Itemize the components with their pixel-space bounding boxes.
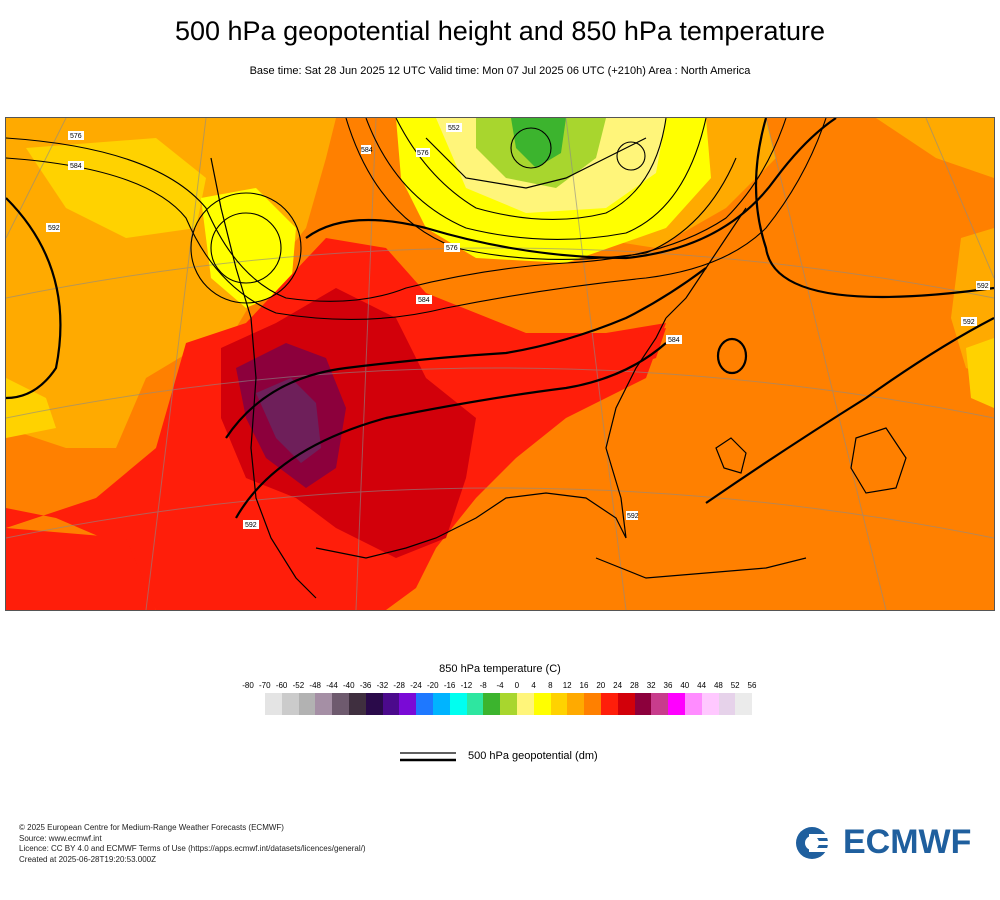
legend-tick-label: -28 [393, 681, 405, 690]
map-canvas: 576 584 592 584 576 552 584 592 592 592 … [6, 118, 994, 610]
legend-tick-label: 12 [562, 681, 572, 690]
chart-title: 500 hPa geopotential height and 850 hPa … [174, 16, 825, 46]
contour-label: 592 [245, 522, 257, 529]
legend-tick-label: -48 [309, 681, 321, 690]
legend-tick-label: -80 [242, 681, 254, 690]
legend-tick-label: -40 [343, 681, 355, 690]
contour-label: 592 [627, 513, 639, 520]
legend-color-swatch [382, 693, 400, 715]
contour-label: 584 [361, 147, 373, 154]
graticule [6, 118, 994, 610]
contour-label: 576 [446, 245, 458, 252]
contour-label: 576 [417, 150, 429, 157]
legend-color-swatch [701, 693, 719, 715]
legend-tick-label: -44 [326, 681, 338, 690]
legend-color-swatch [600, 693, 618, 715]
legend-color-swatch [550, 693, 568, 715]
legend-tick-label: 36 [663, 681, 673, 690]
legend-color-swatch [416, 693, 433, 715]
legend-tick-label: -20 [427, 681, 439, 690]
legend-color-swatch [634, 693, 652, 715]
legend-tick-labels: -80 -70 -60 -52 -48 -44 -40 -36 -32 -28 -24 -20 -16-… [0, 681, 1000, 693]
legend-color-swatch [483, 693, 501, 715]
legend-color-swatch [617, 693, 635, 715]
legend-color-swatch [432, 693, 450, 715]
geopotential-contours-thick [6, 118, 994, 519]
legend-tick-label: -8 [479, 681, 487, 690]
geopotential-contours [6, 118, 827, 320]
legend-color-swatch [567, 693, 585, 715]
contour-label: 584 [418, 297, 430, 304]
legend-color-swatch [265, 693, 282, 715]
credit-line: © 2025 European Centre for Medium-Range … [19, 823, 284, 832]
contour-label: 552 [448, 125, 460, 132]
ecmwf-logo-icon [796, 827, 839, 859]
legend-color-swatch [684, 693, 702, 715]
legend-color-swatch [298, 693, 316, 715]
contour-label: 576 [70, 133, 82, 140]
legend-title: 850 hPa temperature (C) [439, 663, 561, 675]
legend-color-swatch [718, 693, 736, 715]
ecmwf-logo-text: ECMWF [843, 823, 972, 861]
credit-line: Created at 2025-06-28T19:20:53.000Z [19, 854, 156, 864]
legend-tick-label: -60 [275, 681, 288, 690]
legend-color-swatch [533, 693, 551, 715]
legend-tick-label: 44 [697, 681, 707, 690]
credit-line: Source: www.ecmwf.int [19, 833, 102, 843]
chart-subtitle: Base time: Sat 28 Jun 2025 12 UTC Valid … [249, 65, 751, 77]
legend-tick-label: 28 [629, 681, 639, 690]
legend-tick-label: -12 [460, 681, 473, 690]
legend-tick-label: 20 [596, 681, 606, 690]
legend-tick-label: 4 [531, 681, 536, 690]
legend-tick-label: 24 [613, 681, 623, 690]
legend-color-swatch [332, 693, 349, 715]
legend-tick-label: 16 [579, 681, 589, 690]
forecast-map: 576 584 592 584 576 552 584 592 592 592 … [5, 117, 995, 611]
credit-line: Licence: CC BY 4.0 and ECMWF Terms of Us… [19, 844, 366, 853]
legend-color-bar [265, 693, 753, 715]
legend-tick-label: -52 [292, 681, 305, 690]
contour-legend-line-icon [400, 752, 456, 762]
legend-tick-label: 52 [730, 681, 740, 690]
legend-tick-label: 8 [548, 681, 553, 690]
contour-label: 584 [70, 163, 82, 170]
temp-field-cold-core [476, 118, 606, 188]
legend-color-swatch [651, 693, 669, 715]
legend-color-swatch [668, 693, 685, 715]
legend-tick-label: -16 [443, 681, 456, 690]
contour-label: 592 [48, 225, 60, 232]
legend-color-swatch [584, 693, 601, 715]
legend-color-swatch [365, 693, 383, 715]
contour-legend: 500 hPa geopotential (dm) [400, 748, 660, 768]
contour-label: 584 [668, 337, 680, 344]
legend-tick-label: 56 [747, 681, 757, 690]
legend-tick-label: -4 [496, 681, 504, 690]
legend-tick-label: 48 [713, 681, 723, 690]
contour-legend-label: 500 hPa geopotential (dm) [468, 750, 598, 762]
legend-tick-label: 32 [646, 681, 656, 690]
contour-label: 592 [963, 319, 975, 326]
ecmwf-logo: ECMWF [795, 823, 985, 864]
legend-color-swatch [735, 693, 753, 715]
legend-color-swatch [516, 693, 534, 715]
legend-tick-label: -32 [376, 681, 389, 690]
contour-label: 592 [977, 283, 989, 290]
legend-color-swatch [449, 693, 467, 715]
legend-color-swatch [315, 693, 333, 715]
legend-color-swatch [466, 693, 484, 715]
legend-color-swatch [281, 693, 299, 715]
legend-tick-label: -36 [359, 681, 372, 690]
legend-color-swatch [399, 693, 417, 715]
legend-tick-label: 40 [680, 681, 690, 690]
legend-tick-label: 0 [514, 681, 520, 690]
legend-color-swatch [500, 693, 517, 715]
legend-color-swatch [348, 693, 366, 715]
credits: © 2025 European Centre for Medium-Range … [19, 823, 366, 865]
contour-label-group: 576 584 592 584 576 552 584 592 592 592 … [46, 123, 990, 529]
legend-tick-label: -24 [410, 681, 422, 690]
legend-tick-label: -70 [259, 681, 271, 690]
